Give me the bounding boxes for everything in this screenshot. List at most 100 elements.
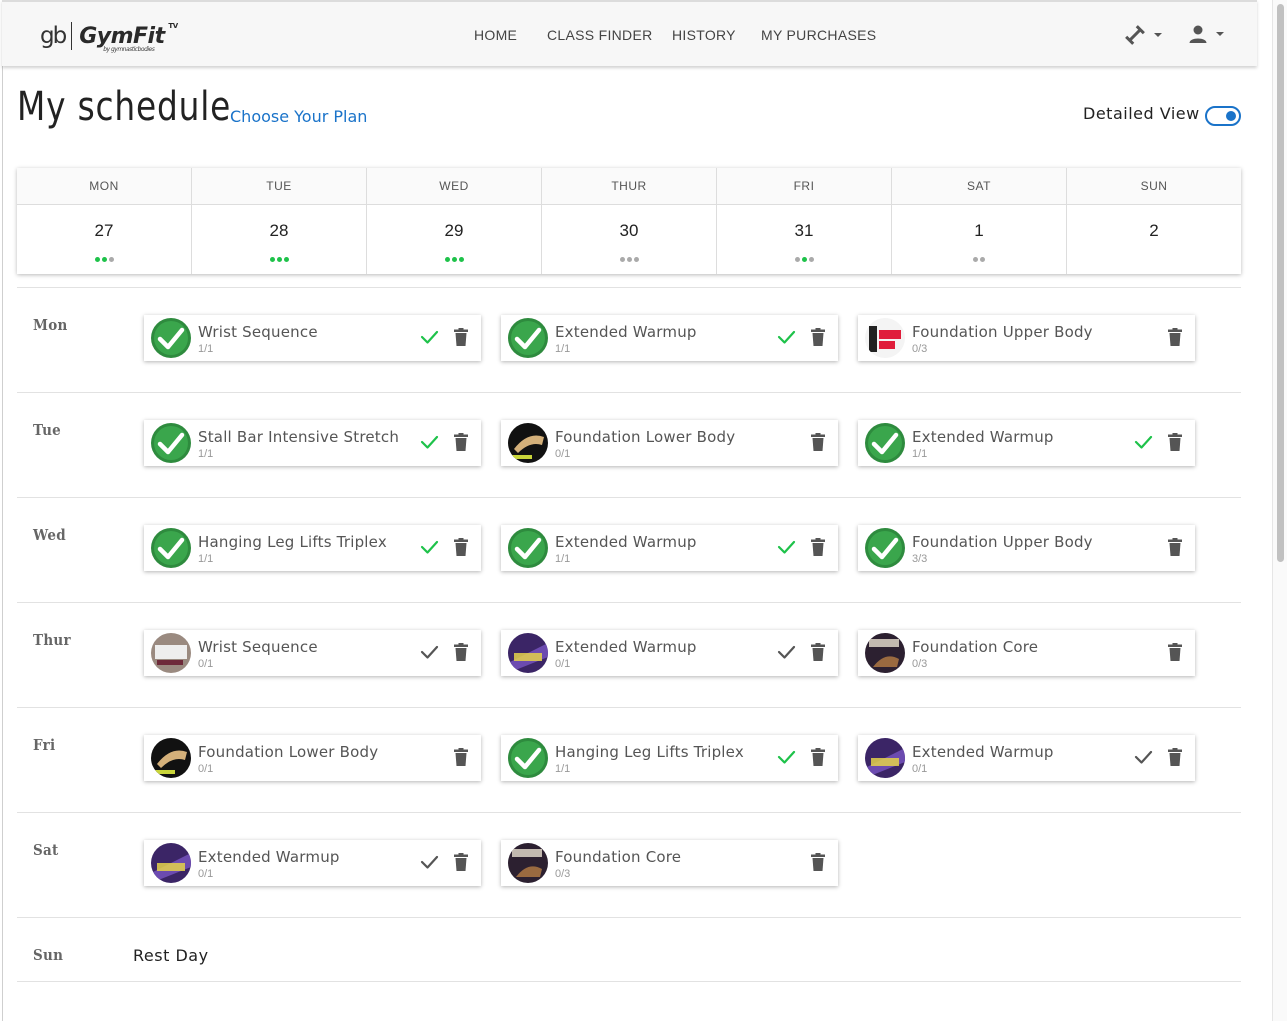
check-icon[interactable] — [420, 539, 439, 555]
equipment-menu[interactable] — [1124, 24, 1162, 46]
schedule-row-mon: Mon Wrist Sequence 1/1 Extended Warmup 1/1 Fo… — [17, 287, 1241, 392]
choose-plan-link[interactable]: Choose Your Plan — [230, 107, 368, 126]
class-name: Wrist Sequence — [198, 638, 318, 656]
week-day-wed[interactable]: WED 29 — [367, 168, 542, 274]
trash-icon[interactable] — [811, 748, 825, 766]
class-card[interactable]: Wrist Sequence 0/1 — [144, 630, 481, 676]
completed-dot — [269, 257, 275, 262]
dumbbell-icon — [1125, 25, 1145, 45]
trash-icon[interactable] — [1168, 328, 1182, 346]
rest-day-label: Rest Day — [133, 946, 209, 965]
week-day-thur[interactable]: THUR 30 — [542, 168, 717, 274]
trash-icon[interactable] — [454, 643, 468, 661]
class-card[interactable]: Extended Warmup 0/1 — [501, 630, 838, 676]
class-thumbnail — [865, 738, 905, 778]
class-name: Wrist Sequence — [198, 323, 318, 341]
class-card[interactable]: Hanging Leg Lifts Triplex 1/1 — [144, 525, 481, 571]
pending-dot — [633, 257, 639, 262]
class-card[interactable]: Foundation Upper Body 3/3 — [858, 525, 1195, 571]
user-menu[interactable] — [1188, 24, 1224, 44]
class-card[interactable]: Foundation Lower Body 0/1 — [501, 420, 838, 466]
completed-dot — [458, 257, 464, 262]
logo-brand-text: GymFit — [79, 23, 165, 49]
schedule-day-label: Wed — [33, 526, 66, 544]
trash-icon[interactable] — [811, 328, 825, 346]
week-day-date: 29 — [444, 221, 464, 240]
gymfit-logo[interactable]: gb GymFit TV by gymnasticbodies — [40, 19, 178, 53]
completed-dot — [101, 257, 107, 262]
class-card[interactable]: Stall Bar Intensive Stretch 1/1 — [144, 420, 481, 466]
completed-dot — [451, 257, 457, 262]
trash-icon[interactable] — [1168, 748, 1182, 766]
class-card[interactable]: Foundation Core 0/3 — [858, 630, 1195, 676]
nav-home[interactable]: HOME — [474, 27, 518, 43]
pending-dot — [973, 257, 978, 262]
class-card[interactable]: Extended Warmup 1/1 — [501, 525, 838, 571]
class-card[interactable]: Extended Warmup 0/1 — [858, 735, 1195, 781]
trash-icon[interactable] — [454, 853, 468, 871]
check-icon[interactable] — [777, 539, 796, 555]
class-name: Foundation Core — [555, 848, 682, 866]
class-card[interactable]: Extended Warmup 1/1 — [501, 315, 838, 361]
week-day-label: TUE — [192, 168, 366, 205]
detailed-view-toggle[interactable] — [1205, 106, 1241, 126]
check-icon[interactable] — [420, 329, 439, 345]
trash-icon[interactable] — [811, 643, 825, 661]
completed-dot — [801, 257, 807, 262]
trash-icon[interactable] — [454, 538, 468, 556]
class-card[interactable]: Foundation Lower Body 0/1 — [144, 735, 481, 781]
nav-my-purchases[interactable]: MY PURCHASES — [761, 27, 877, 43]
chevron-down-icon — [1154, 33, 1162, 37]
week-day-label: MON — [17, 168, 191, 205]
trash-icon[interactable] — [811, 433, 825, 451]
completed-dot — [276, 257, 282, 262]
week-day-fri[interactable]: FRI 31 — [717, 168, 892, 274]
top-navbar: gb GymFit TV by gymnasticbodies HOME CLA… — [2, 0, 1257, 66]
nav-class-finder[interactable]: CLASS FINDER — [547, 27, 653, 43]
scrollbar-thumb[interactable] — [1277, 4, 1284, 562]
class-progress-count: 0/1 — [198, 763, 214, 775]
page-scrollbar[interactable] — [1272, 0, 1287, 1021]
check-icon[interactable] — [777, 644, 796, 660]
check-icon[interactable] — [420, 854, 439, 870]
pending-dot — [108, 257, 114, 262]
trash-icon[interactable] — [454, 748, 468, 766]
trash-icon[interactable] — [1168, 433, 1182, 451]
nav-history[interactable]: HISTORY — [672, 27, 736, 43]
week-day-sat[interactable]: SAT 1 — [892, 168, 1067, 274]
trash-icon[interactable] — [1168, 538, 1182, 556]
check-icon[interactable] — [1134, 434, 1153, 450]
class-card[interactable]: Extended Warmup 1/1 — [858, 420, 1195, 466]
check-icon[interactable] — [420, 644, 439, 660]
schedule-day-label: Sun — [33, 946, 64, 964]
week-day-tue[interactable]: TUE 28 — [192, 168, 367, 274]
schedule-row-sat: Sat Extended Warmup 0/1 Foundation Core 0/3 — [17, 812, 1241, 917]
class-card[interactable]: Hanging Leg Lifts Triplex 1/1 — [501, 735, 838, 781]
class-card[interactable]: Foundation Core 0/3 — [501, 840, 838, 886]
class-progress-count: 3/3 — [912, 553, 928, 565]
check-icon[interactable] — [777, 749, 796, 765]
class-card[interactable]: Foundation Upper Body 0/3 — [858, 315, 1195, 361]
trash-icon[interactable] — [454, 433, 468, 451]
trash-icon[interactable] — [1168, 643, 1182, 661]
class-name: Foundation Lower Body — [555, 428, 736, 446]
pending-dot — [980, 257, 985, 262]
class-thumbnail — [151, 633, 191, 673]
class-name: Foundation Upper Body — [912, 533, 1093, 551]
check-icon[interactable] — [420, 434, 439, 450]
week-day-mon[interactable]: MON 27 — [17, 168, 192, 274]
check-icon[interactable] — [1134, 749, 1153, 765]
trash-icon[interactable] — [454, 328, 468, 346]
week-calendar: MON 27 TUE 28 WED 29 THUR 30 FRI 31 SAT 1 SUN 2 — [17, 168, 1241, 274]
class-card[interactable]: Extended Warmup 0/1 — [144, 840, 481, 886]
class-progress-count: 0/1 — [198, 868, 214, 880]
class-card[interactable]: Wrist Sequence 1/1 — [144, 315, 481, 361]
check-icon[interactable] — [777, 329, 796, 345]
class-thumbnail — [151, 528, 191, 568]
trash-icon[interactable] — [811, 538, 825, 556]
class-thumbnail — [508, 738, 548, 778]
trash-icon[interactable] — [811, 853, 825, 871]
class-progress-count: 0/1 — [555, 658, 571, 670]
week-day-sun[interactable]: SUN 2 — [1067, 168, 1241, 274]
